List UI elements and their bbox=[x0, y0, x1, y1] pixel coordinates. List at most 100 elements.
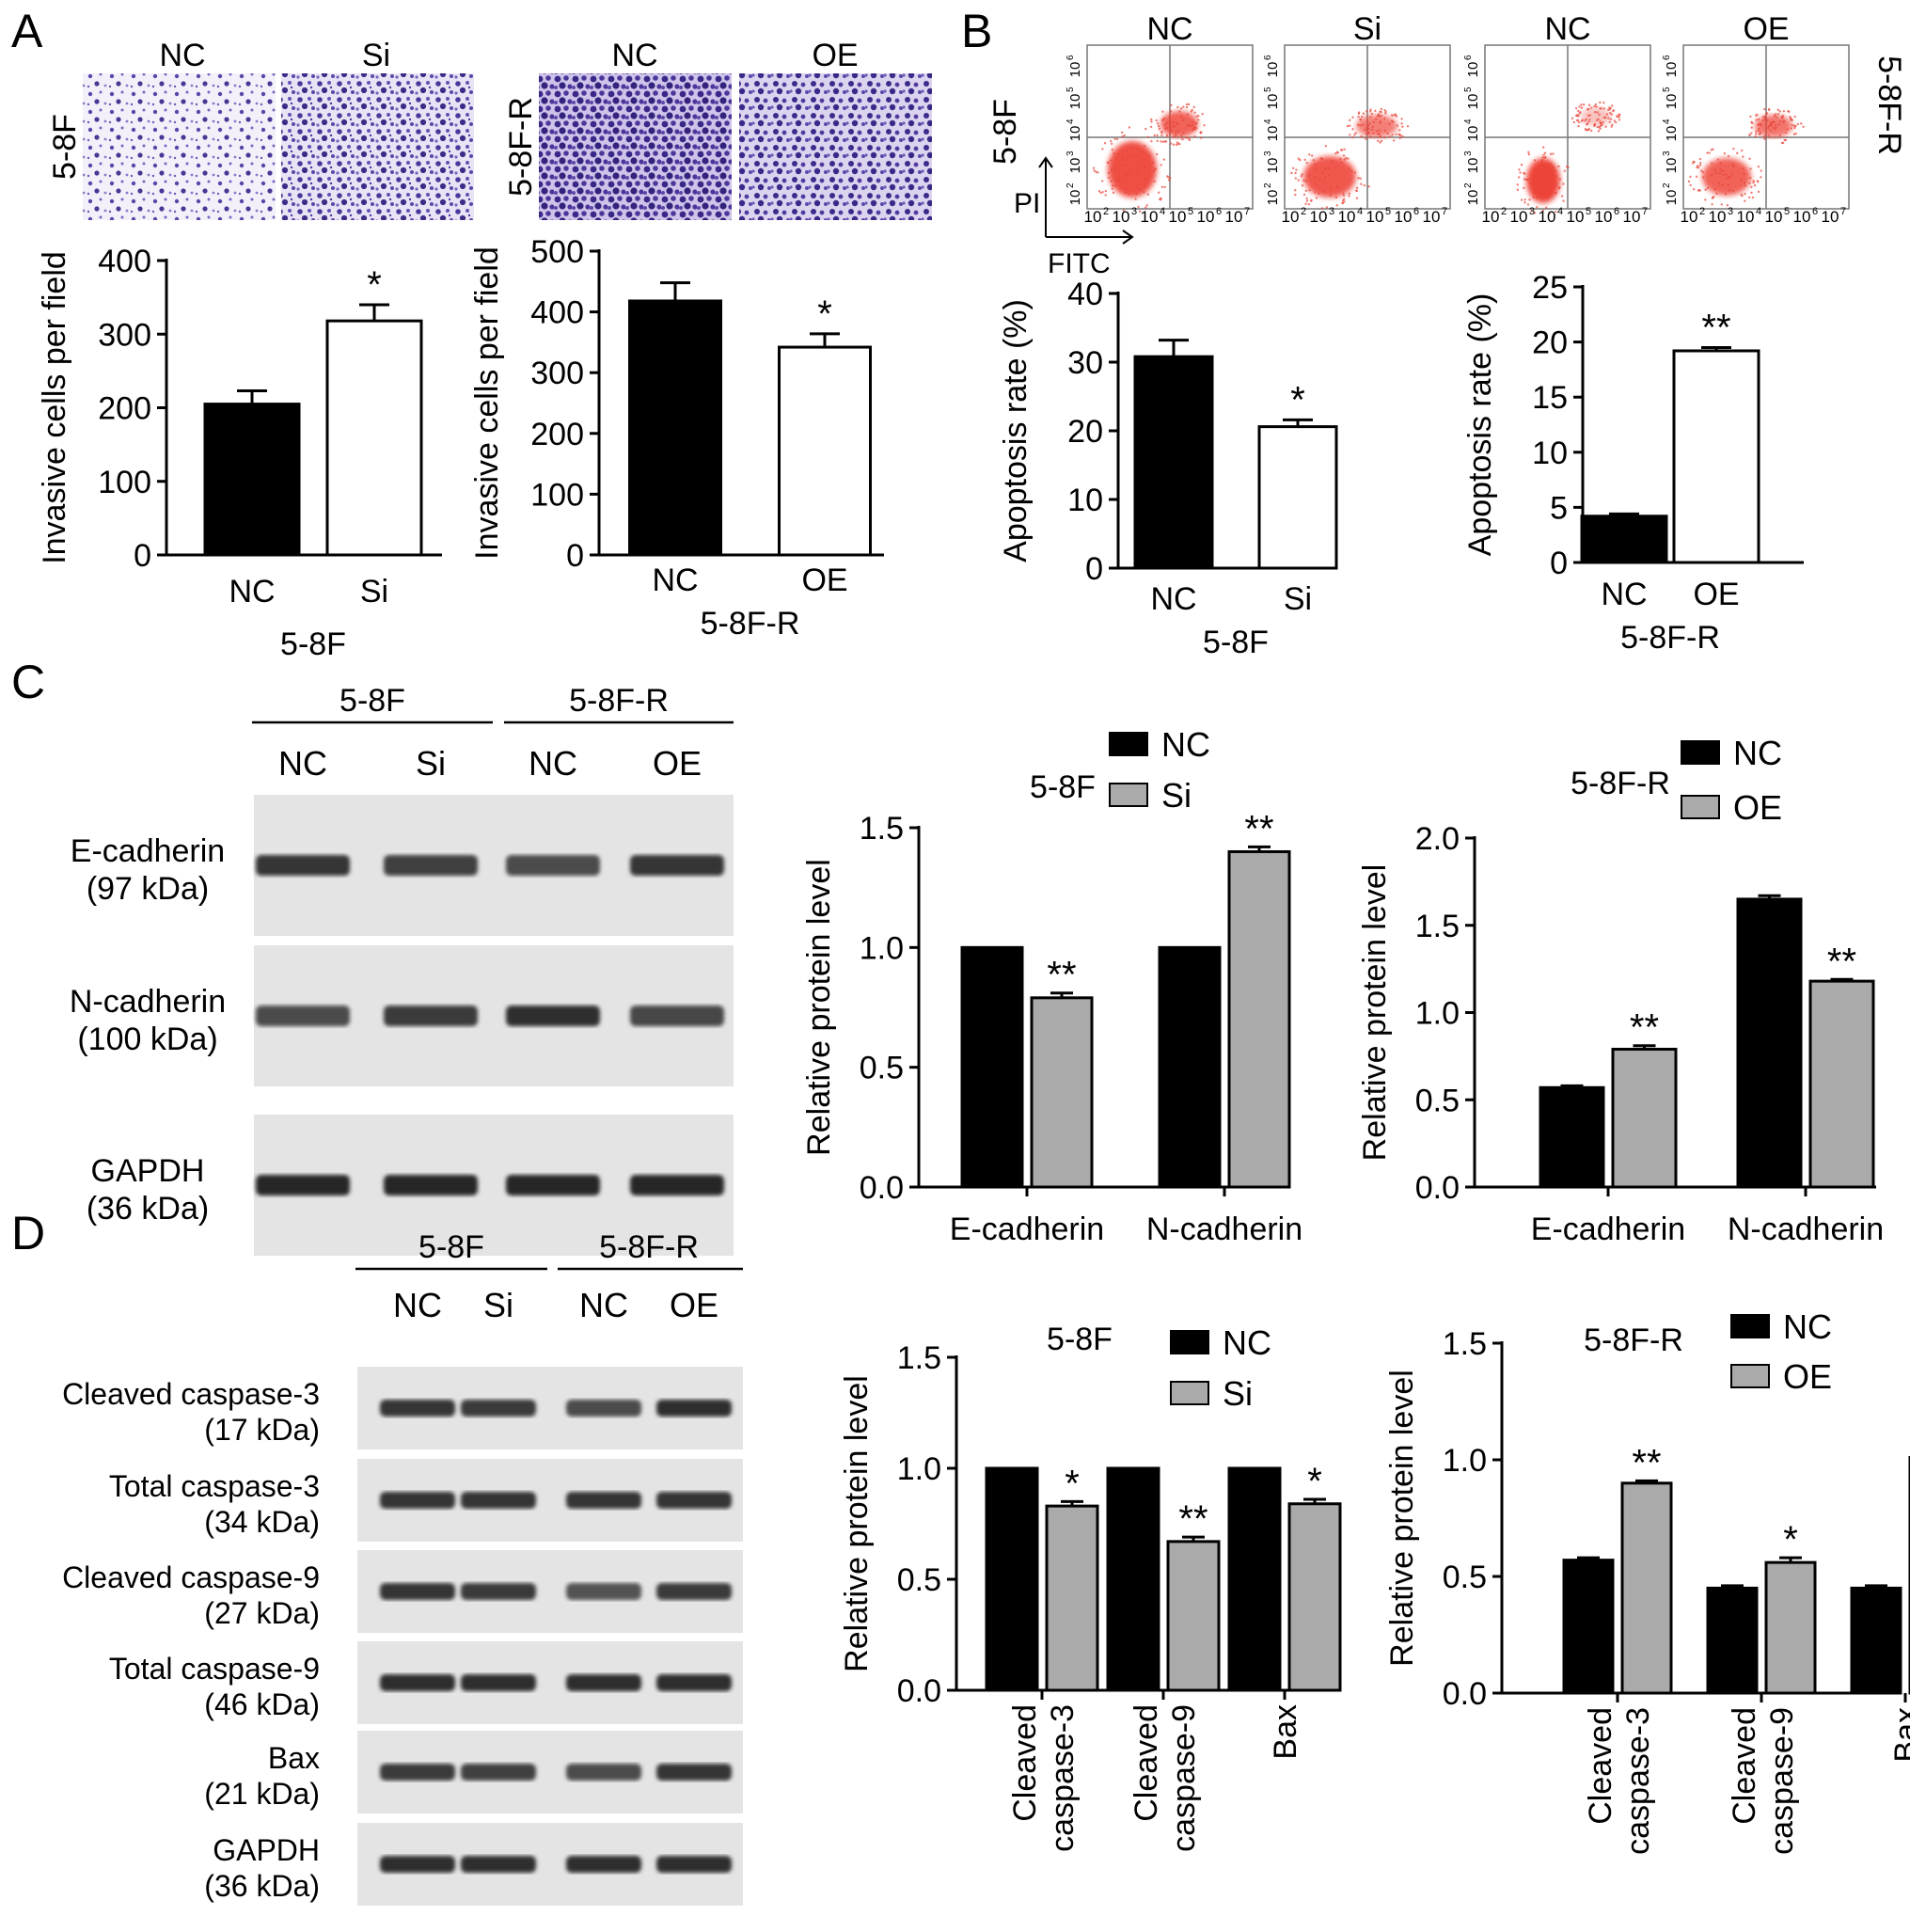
flow-event-dot bbox=[1584, 127, 1587, 131]
flow-event-dot bbox=[1575, 119, 1579, 122]
flow-event-dot bbox=[1120, 131, 1124, 135]
flow-event-dot bbox=[1324, 167, 1327, 170]
flow-event-dot bbox=[1551, 172, 1555, 175]
flow-event-dot bbox=[1584, 119, 1586, 122]
flow-event-dot bbox=[1349, 124, 1351, 127]
flow-event-dot bbox=[1755, 133, 1758, 135]
flow-event-dot bbox=[1300, 175, 1302, 178]
blot-protein-size: (46 kDa) bbox=[204, 1687, 320, 1721]
flow-event-dot bbox=[1540, 194, 1544, 197]
flow-event-dot bbox=[1780, 141, 1784, 145]
flow-event-dot bbox=[1197, 114, 1200, 118]
y-tick-label: 0 bbox=[566, 538, 584, 574]
flow-event-dot bbox=[1110, 168, 1113, 171]
flow-event-dot bbox=[1595, 105, 1598, 108]
flow-event-dot bbox=[1301, 173, 1303, 176]
blot-row: Cleaved caspase-3(17 kDa) bbox=[62, 1367, 743, 1449]
flow-event-dot bbox=[1578, 120, 1581, 124]
flow-event-dot bbox=[1609, 112, 1612, 115]
flow-event-dot bbox=[1728, 188, 1731, 192]
flow-event-dot bbox=[1391, 134, 1394, 136]
flow-event-dot bbox=[1790, 127, 1792, 130]
flow-event-dot bbox=[1773, 115, 1776, 118]
y-axis-label: Relative protein level bbox=[839, 1375, 875, 1672]
blot-band bbox=[566, 1674, 641, 1691]
flow-x-tick-label: 10 2 bbox=[1282, 206, 1307, 226]
flow-event-dot bbox=[1144, 127, 1147, 131]
flow-event-dot bbox=[1363, 183, 1365, 187]
flow-x-tick-base: 10 bbox=[1197, 208, 1215, 226]
flow-event-dot bbox=[1706, 151, 1709, 154]
flow-event-dot bbox=[1165, 121, 1169, 125]
flow-event-dot bbox=[1294, 193, 1297, 197]
flow-x-tick-base: 10 bbox=[1395, 208, 1413, 226]
bar-nc bbox=[628, 299, 722, 557]
blot-protein-size: (27 kDa) bbox=[204, 1596, 320, 1630]
flow-event-dot bbox=[1757, 165, 1760, 168]
flow-event-dot bbox=[1201, 112, 1204, 116]
flow-event-dot bbox=[1156, 134, 1159, 137]
chart-a2: 0 100 200 300 400 500 Invasive cells per field… bbox=[469, 234, 884, 641]
y-tick-label: 1.5 bbox=[897, 1340, 941, 1376]
flow-event-dot bbox=[1755, 114, 1758, 118]
flow-event-dot bbox=[1136, 169, 1139, 172]
flow-axis-label-pi: PI bbox=[1014, 188, 1040, 219]
flow-event-dot bbox=[1543, 151, 1547, 154]
y-tick-label: 30 bbox=[1067, 345, 1103, 381]
flow-y-tick-label: 104 bbox=[1263, 119, 1281, 141]
flow-event-dot bbox=[1378, 129, 1381, 132]
flow-event-dot bbox=[1143, 144, 1146, 148]
flow-event-dot bbox=[1388, 135, 1392, 138]
flow-event-dot bbox=[1152, 170, 1156, 173]
significance-marker: * bbox=[1783, 1519, 1798, 1560]
flow-y-tick-base: 10 bbox=[1067, 94, 1083, 110]
bar-si bbox=[325, 319, 423, 557]
flow-event-dot bbox=[1339, 149, 1343, 151]
flow-event-dot bbox=[1325, 206, 1329, 209]
flow-x-tick-exp: 2 bbox=[1301, 206, 1306, 217]
flow-event-dot bbox=[1307, 203, 1311, 206]
y-tick-label: 0.0 bbox=[897, 1673, 941, 1709]
flow-event-dot bbox=[1618, 113, 1621, 117]
flow-event-dot bbox=[1554, 169, 1556, 172]
flow-header-4: OE bbox=[1743, 11, 1789, 47]
blot-lane-label: NC bbox=[529, 744, 577, 783]
blot-row: GAPDH(36 kDa) bbox=[87, 1115, 734, 1256]
flow-event-dot bbox=[1550, 179, 1553, 182]
flow-event-dot bbox=[1781, 115, 1785, 118]
legend-swatch bbox=[1681, 795, 1720, 819]
flow-event-dot bbox=[1536, 175, 1539, 178]
flow-event-dot bbox=[1139, 188, 1142, 191]
blot-group-label: 5-8F-R bbox=[599, 1229, 699, 1265]
chart-b2: 0 5 10 15 20 25 Apoptosis rate (%) NC ** OE 5-8F-R bbox=[1462, 270, 1804, 656]
flow-event-dot bbox=[1307, 174, 1311, 177]
flow-event-dot bbox=[1401, 125, 1404, 128]
flow-event-dot bbox=[1602, 102, 1605, 104]
flow-event-dot bbox=[1602, 107, 1605, 110]
flow-event-dot bbox=[1378, 133, 1381, 135]
flow-event-dot bbox=[1103, 142, 1107, 145]
flow-event-dot bbox=[1092, 166, 1096, 169]
flow-event-dot bbox=[1748, 157, 1751, 160]
flow-x-tick-base: 10 bbox=[1310, 208, 1328, 226]
flow-event-dot bbox=[1608, 108, 1611, 111]
flow-x-tick-exp: 6 bbox=[1216, 206, 1222, 217]
flow-event-dot bbox=[1536, 167, 1539, 170]
flow-x-tick-base: 10 bbox=[1681, 208, 1698, 226]
flow-y-tick-base: 10 bbox=[1664, 62, 1680, 78]
y-axis-label: Invasive cells per field bbox=[37, 251, 72, 564]
flow-event-dot bbox=[1372, 120, 1376, 124]
flow-event-dot bbox=[1292, 166, 1295, 169]
blot-band bbox=[461, 1583, 536, 1600]
flow-event-dot bbox=[1144, 206, 1147, 209]
flow-event-dot bbox=[1341, 201, 1345, 205]
blot-band bbox=[461, 1400, 536, 1417]
flow-event-dot bbox=[1359, 118, 1362, 121]
flow-event-dot bbox=[1203, 124, 1206, 127]
flow-x-tick-exp: 2 bbox=[1501, 206, 1507, 217]
flow-event-dot bbox=[1784, 131, 1788, 135]
flow-event-dot bbox=[1169, 142, 1173, 145]
flow-event-dot bbox=[1144, 166, 1146, 168]
flow-event-dot bbox=[1305, 199, 1309, 202]
